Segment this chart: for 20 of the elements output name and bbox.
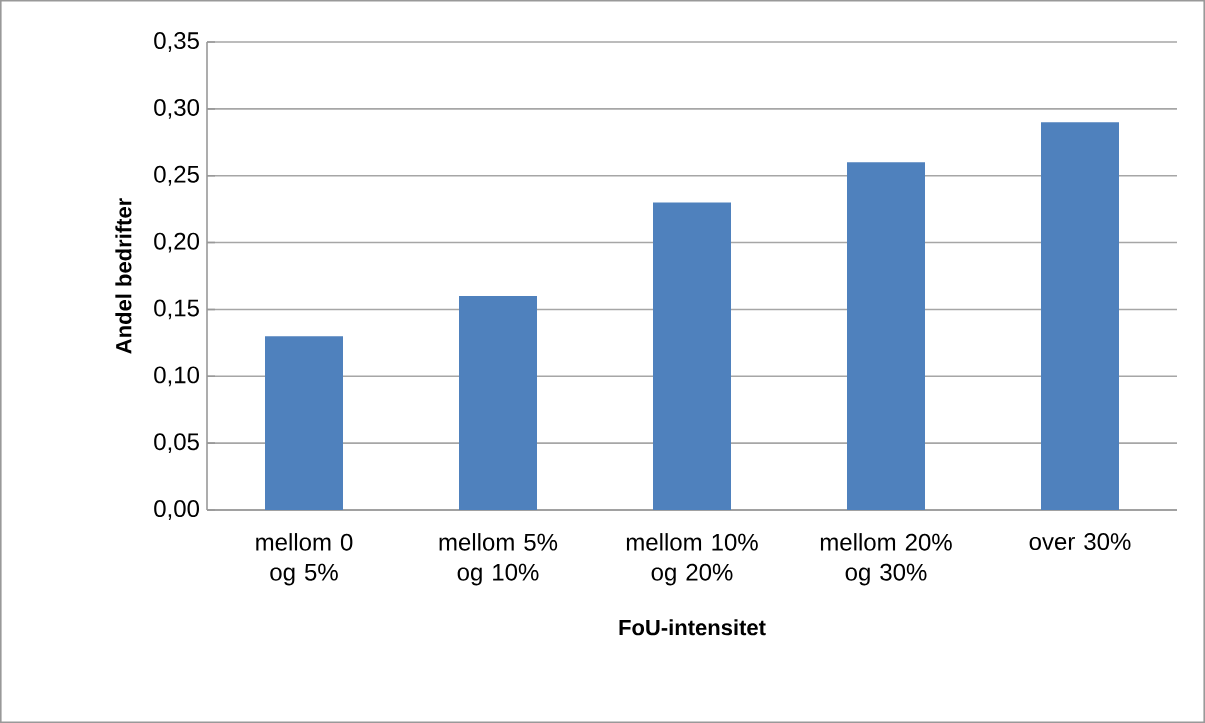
y-tick-label: 0,25 (154, 165, 199, 186)
x-axis-title: FoU-intensitet (619, 619, 766, 636)
x-tick-label: mellom 5% og 10% (439, 533, 558, 586)
x-tick-label: over 30% (1029, 533, 1131, 551)
y-tick-label: 0,10 (154, 366, 200, 387)
bar (459, 296, 537, 510)
y-tick-label: 0,05 (154, 433, 199, 454)
y-tick-label: 0,30 (154, 98, 200, 119)
bar (653, 202, 731, 510)
bar (265, 336, 343, 510)
y-tick-label: 0,35 (154, 32, 199, 52)
bar (1041, 122, 1119, 510)
y-tick-label: 0,15 (154, 299, 199, 320)
x-tick-label: mellom 20% og 30% (820, 533, 952, 586)
x-tick-label: mellom 0 og 5% (256, 533, 353, 586)
y-axis-title: Andel bedrifter (115, 198, 132, 354)
y-tick-label: 0,00 (154, 500, 200, 520)
x-tick-label: mellom 10% og 20% (626, 533, 758, 586)
y-tick-label: 0,20 (154, 232, 200, 253)
bar (847, 162, 925, 510)
